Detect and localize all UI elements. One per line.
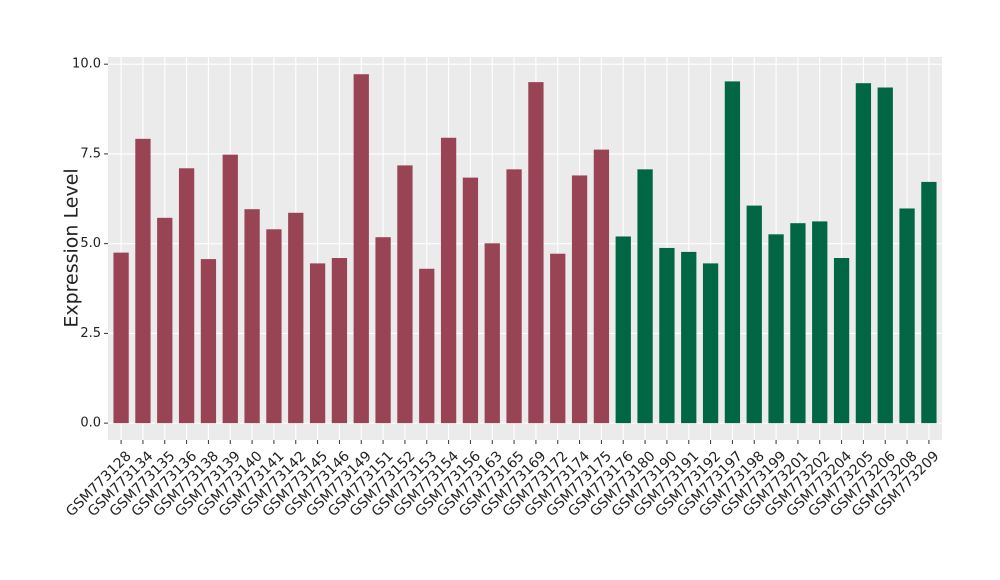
- bar: [440, 137, 457, 424]
- bar: [571, 175, 588, 424]
- y-tick-label: 5.0: [80, 236, 101, 251]
- bar: [593, 149, 610, 424]
- bar: [528, 82, 544, 424]
- y-tick-label: 10.0: [72, 57, 101, 72]
- bar: [659, 247, 675, 424]
- bar: [200, 259, 217, 424]
- bar: [375, 237, 391, 424]
- bar: [615, 236, 631, 424]
- bar: [855, 83, 872, 424]
- bar: [462, 177, 479, 424]
- bar: [353, 74, 369, 424]
- y-tick-label: 0.0: [80, 416, 101, 431]
- bar: [484, 243, 500, 424]
- bar: [899, 208, 915, 424]
- bar: [812, 221, 828, 424]
- bar: [288, 212, 304, 424]
- bar: [397, 165, 413, 424]
- bar: [266, 229, 282, 424]
- bar: [135, 138, 151, 424]
- bar: [702, 263, 719, 424]
- bar: [790, 223, 806, 424]
- bar: [331, 258, 348, 424]
- y-axis-title: Expression Level: [61, 168, 83, 327]
- bar: [309, 263, 326, 424]
- bar: [419, 268, 435, 424]
- bar: [877, 87, 893, 424]
- bar: [550, 253, 566, 424]
- bar: [506, 169, 522, 424]
- bar: [637, 169, 653, 424]
- bar: [768, 234, 784, 424]
- bar: [746, 205, 762, 424]
- bar: [921, 181, 937, 424]
- y-tick-label: 7.5: [80, 146, 101, 161]
- bar: [178, 168, 195, 424]
- bar: [113, 252, 129, 424]
- bar: [244, 209, 260, 424]
- bar: [724, 81, 741, 424]
- bar: [833, 258, 850, 424]
- bar: [157, 217, 173, 424]
- bar: [681, 251, 697, 424]
- bar: [222, 154, 238, 424]
- y-tick-label: 2.5: [80, 326, 101, 341]
